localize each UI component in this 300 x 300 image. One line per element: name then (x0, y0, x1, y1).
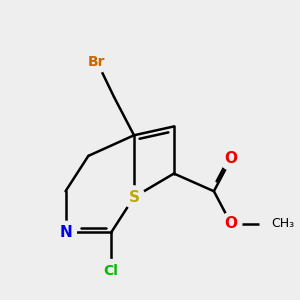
Circle shape (260, 212, 282, 235)
Text: Br: Br (88, 55, 106, 69)
Text: O: O (224, 216, 238, 231)
Circle shape (220, 212, 242, 235)
Circle shape (86, 50, 108, 73)
Text: S: S (128, 190, 140, 205)
Circle shape (100, 260, 122, 282)
Text: N: N (59, 225, 72, 240)
Circle shape (55, 221, 76, 244)
Circle shape (123, 186, 145, 208)
Text: CH₃: CH₃ (271, 217, 294, 230)
Text: O: O (224, 151, 238, 166)
Circle shape (220, 148, 242, 170)
Text: Cl: Cl (104, 264, 119, 278)
